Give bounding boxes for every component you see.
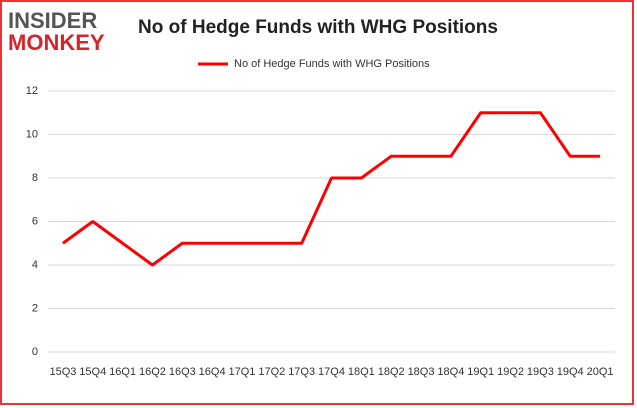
- logo-bottom: MONKEY: [8, 30, 105, 55]
- y-tick-label: 12: [26, 85, 38, 97]
- x-tick-label: 17Q4: [318, 366, 345, 378]
- x-tick-label: 16Q2: [139, 366, 166, 378]
- x-tick-label: 16Q1: [109, 366, 136, 378]
- x-tick-label: 20Q1: [587, 366, 614, 378]
- legend-label: No of Hedge Funds with WHG Positions: [234, 58, 430, 70]
- y-tick-label: 6: [32, 215, 38, 227]
- line: [62, 111, 601, 267]
- x-tick-label: 19Q2: [497, 366, 524, 378]
- x-tick-label: 15Q4: [79, 366, 106, 378]
- y-tick-label: 10: [26, 128, 38, 140]
- x-tick-label: 19Q4: [557, 366, 584, 378]
- x-tick-label: 16Q4: [199, 366, 226, 378]
- x-tick-label: 15Q3: [49, 366, 76, 378]
- x-tick-label: 16Q3: [169, 366, 196, 378]
- chart-title: No of Hedge Funds with WHG Positions: [138, 17, 498, 38]
- x-tick-label: 18Q3: [408, 366, 435, 378]
- y-tick-label: 8: [32, 172, 38, 184]
- y-tick-label: 2: [32, 302, 38, 314]
- logo-top: INSIDER: [8, 8, 97, 33]
- y-tick-label: 4: [32, 259, 38, 271]
- x-tick-label: 19Q3: [527, 366, 554, 378]
- y-tick-label: 0: [32, 346, 38, 358]
- x-tick-label: 18Q2: [378, 366, 405, 378]
- x-tick-label: 18Q1: [348, 366, 375, 378]
- x-tick-label: 17Q1: [229, 366, 256, 378]
- x-tick-label: 17Q3: [288, 366, 315, 378]
- x-tick-label: 17Q2: [258, 366, 285, 378]
- x-tick-label: 18Q4: [437, 366, 464, 378]
- x-tick-label: 19Q1: [467, 366, 494, 378]
